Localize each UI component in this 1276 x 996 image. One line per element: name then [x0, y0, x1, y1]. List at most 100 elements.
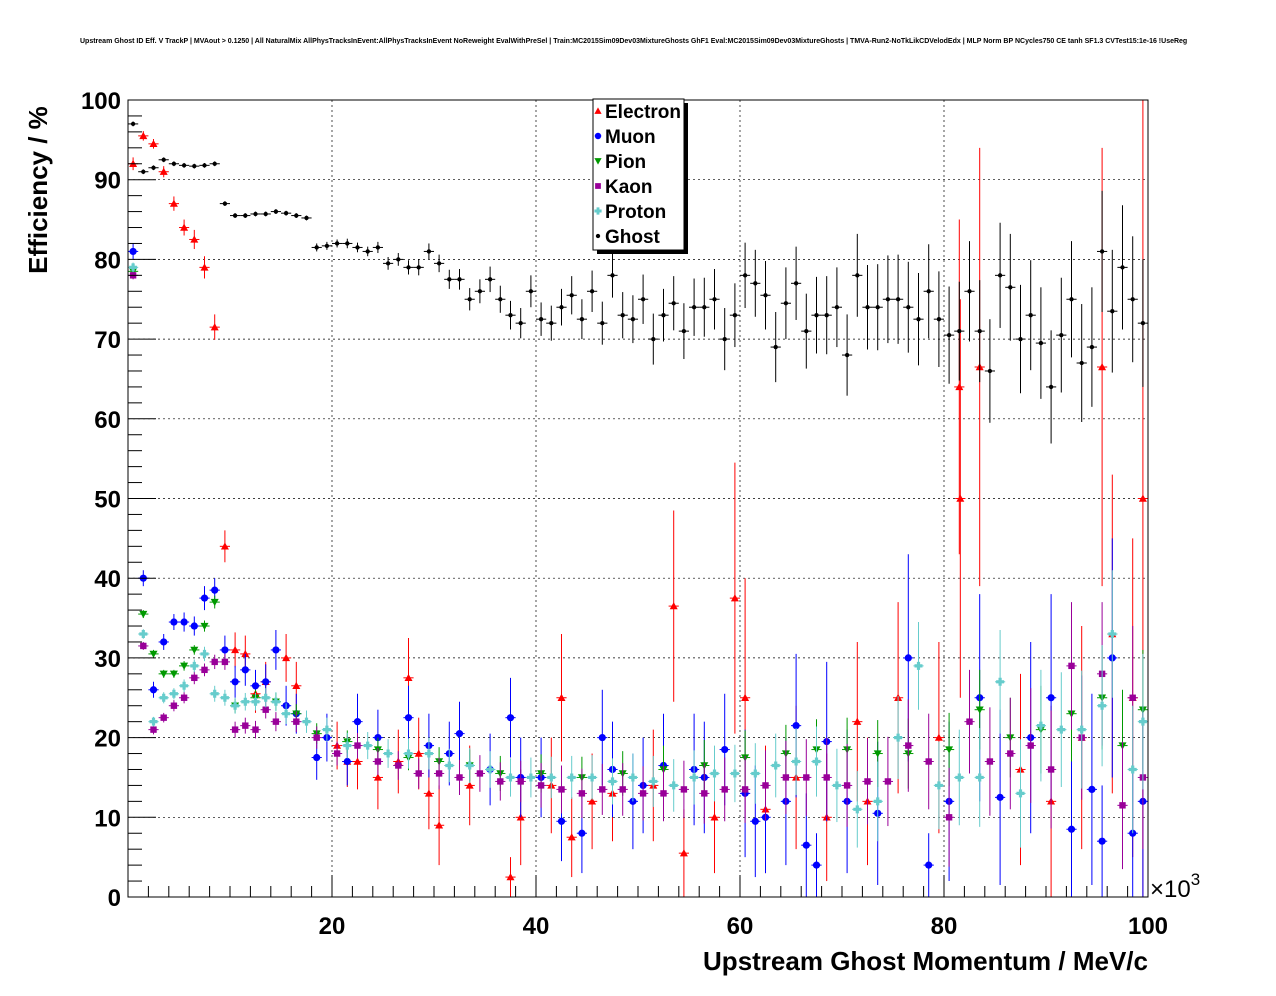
data-point — [129, 247, 137, 256]
data-point — [916, 317, 921, 322]
y-tick-label: 70 — [94, 327, 121, 354]
data-point — [710, 769, 719, 778]
data-point — [710, 813, 719, 821]
data-point — [600, 321, 605, 326]
data-point — [925, 758, 932, 765]
data-point — [487, 277, 493, 282]
data-point — [669, 602, 678, 610]
data-point — [885, 297, 891, 302]
data-point — [263, 211, 268, 217]
data-point — [253, 211, 258, 217]
data-point — [457, 277, 462, 282]
y-tick-label: 90 — [94, 168, 121, 195]
data-point — [619, 786, 626, 793]
data-point — [406, 265, 411, 270]
data-point — [159, 670, 168, 678]
data-point — [212, 161, 217, 166]
data-point — [844, 352, 850, 358]
data-point — [1120, 265, 1125, 270]
data-point — [180, 681, 189, 690]
data-point — [140, 642, 147, 650]
data-point — [190, 235, 199, 243]
data-point — [934, 733, 943, 741]
series-kaon — [128, 271, 1148, 870]
x-tick-label: 100 — [1128, 913, 1168, 940]
data-point — [1016, 789, 1025, 798]
data-point — [1067, 825, 1076, 833]
data-point — [1068, 662, 1075, 670]
data-point — [365, 249, 370, 254]
data-point — [211, 658, 218, 666]
data-point — [1079, 360, 1084, 366]
data-point — [1057, 725, 1066, 734]
data-point — [181, 163, 187, 168]
data-point — [322, 725, 331, 734]
data-point — [518, 321, 523, 326]
data-point — [202, 163, 207, 168]
data-point — [180, 662, 189, 670]
data-point — [986, 758, 994, 765]
data-point — [946, 332, 952, 338]
data-point — [200, 649, 209, 658]
data-point — [1098, 701, 1107, 710]
data-point — [445, 761, 454, 770]
data-point — [967, 289, 972, 294]
data-point — [353, 757, 362, 765]
data-point — [803, 774, 810, 781]
data-point — [169, 670, 178, 678]
data-point — [763, 293, 768, 298]
data-point — [832, 781, 841, 790]
data-point — [853, 717, 862, 725]
x-axis-multiplier: ×103 — [1150, 870, 1200, 903]
data-point — [170, 702, 178, 709]
x-tick-label: 20 — [319, 913, 346, 940]
data-point — [1036, 721, 1045, 730]
data-point — [334, 241, 340, 246]
data-point — [1018, 336, 1023, 342]
data-point — [894, 733, 903, 742]
data-point — [1108, 629, 1117, 638]
data-point — [1138, 717, 1147, 726]
legend-marker — [594, 132, 602, 140]
data-point — [1130, 297, 1135, 302]
data-point — [945, 746, 954, 754]
legend-label: Ghost — [605, 227, 661, 248]
data-point — [567, 833, 576, 841]
data-point — [834, 305, 840, 310]
data-point — [273, 209, 279, 214]
data-point — [149, 686, 158, 694]
data-point — [730, 769, 739, 778]
data-point — [283, 211, 289, 216]
data-point — [679, 849, 688, 857]
data-point — [558, 786, 565, 793]
y-tick-label: 50 — [94, 487, 121, 514]
data-point — [873, 750, 882, 758]
data-point — [292, 681, 301, 689]
data-point — [855, 273, 860, 278]
data-point — [404, 673, 413, 682]
legend-entry-electron: Electron — [594, 102, 681, 123]
data-point — [272, 718, 280, 725]
chart-title: Upstream Ghost ID Eff. V TrackP | MVAout… — [80, 38, 1187, 45]
y-tick-label: 10 — [94, 805, 121, 832]
data-point — [455, 730, 464, 738]
data-point — [467, 297, 472, 302]
data-point — [354, 742, 361, 749]
data-point — [671, 301, 676, 306]
data-point — [424, 749, 433, 758]
data-point — [620, 313, 625, 318]
data-point — [945, 814, 953, 821]
legend-entry-muon: Muon — [594, 127, 656, 148]
data-point — [231, 701, 240, 710]
data-point — [313, 734, 320, 741]
data-point — [884, 778, 892, 785]
x-multiplier-exponent: 3 — [1191, 870, 1200, 889]
series-proton — [128, 262, 1148, 848]
data-point — [465, 761, 474, 770]
data-point — [231, 726, 239, 733]
data-point — [271, 697, 280, 706]
data-point — [578, 790, 586, 797]
data-point — [324, 243, 330, 249]
data-point — [843, 782, 851, 789]
data-point — [221, 646, 229, 654]
